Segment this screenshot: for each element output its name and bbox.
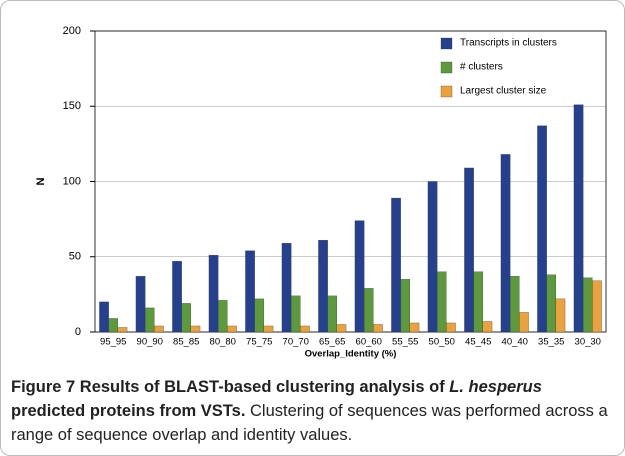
bar	[592, 280, 602, 333]
bar	[117, 327, 128, 333]
bar	[555, 298, 566, 333]
y-axis-label: N	[35, 177, 47, 185]
x-tick-label: 70_70	[283, 337, 309, 348]
x-tick-label: 75_75	[246, 337, 272, 348]
bar	[245, 250, 255, 333]
legend-label: Transcripts in clusters	[460, 38, 557, 49]
bar	[373, 324, 383, 333]
bar	[500, 154, 511, 333]
bar	[519, 312, 529, 333]
bar	[583, 277, 593, 333]
legend-label: Largest cluster size	[460, 86, 547, 97]
bar	[318, 240, 328, 333]
x-axis-label: Overlap_Identity (%)	[305, 349, 397, 360]
x-tick-label: 80_80	[210, 337, 236, 348]
legend-swatch	[440, 85, 453, 98]
bar	[427, 181, 438, 333]
bar	[473, 271, 483, 333]
bar	[172, 261, 182, 333]
x-tick-label: 35_35	[538, 337, 564, 348]
bar	[290, 295, 301, 333]
legend-swatch	[440, 37, 453, 50]
x-tick-label: 95_95	[100, 337, 126, 348]
bar	[391, 197, 401, 333]
bar	[446, 322, 456, 333]
bar	[464, 167, 474, 333]
plot-frame	[94, 30, 607, 333]
bar	[254, 298, 264, 333]
legend-label: # clusters	[460, 62, 503, 73]
legend-swatch	[440, 61, 453, 74]
x-tick-label: 65_65	[319, 337, 345, 348]
x-tick-label: 55_55	[392, 337, 418, 348]
caption-title: Results of BLAST-based clustering analys…	[79, 378, 450, 396]
bar	[217, 300, 228, 333]
bar	[354, 220, 365, 333]
y-tick-label: 0	[75, 326, 81, 338]
bar	[108, 318, 119, 333]
bar	[144, 307, 155, 333]
bar	[573, 104, 584, 333]
bar	[363, 288, 374, 333]
bar	[409, 322, 420, 333]
x-tick-label: 40_40	[502, 337, 528, 348]
x-tick-label: 45_45	[465, 337, 491, 348]
x-tick-label: 50_50	[429, 337, 455, 348]
bar	[537, 125, 547, 333]
caption-species: L. hesperus	[449, 378, 542, 396]
bar	[208, 255, 219, 333]
caption-text: Clustering of sequences was performed ac…	[11, 402, 608, 444]
y-tick-label: 100	[63, 175, 81, 187]
bar	[135, 276, 146, 333]
chart: 0 50 100 150 200 95_95 90_90 85_85 80_80 75_75 70_…	[35, 25, 607, 360]
bar	[300, 325, 310, 333]
bar	[263, 325, 274, 333]
bar	[99, 301, 109, 333]
bar	[190, 325, 201, 333]
bar	[227, 325, 237, 333]
bar	[154, 325, 164, 333]
bar	[482, 321, 493, 333]
bar	[509, 276, 520, 333]
y-tick-label: 150	[63, 100, 81, 112]
bar	[400, 279, 410, 333]
y-tick-label: 200	[63, 25, 81, 37]
x-tick-label: 85_85	[173, 337, 199, 348]
caption-title: predicted proteins from VSTs.	[11, 402, 246, 420]
y-tick-label: 50	[69, 251, 81, 263]
x-tick-label: 90_90	[137, 337, 163, 348]
x-tick-label: 30_30	[575, 337, 601, 348]
bar	[436, 271, 447, 333]
bar	[327, 295, 337, 333]
bar	[281, 243, 292, 333]
x-tick-label: 60_60	[356, 337, 382, 348]
bar	[546, 274, 557, 333]
bar	[181, 303, 191, 333]
caption: Figure 7 Results of BLAST-based clusteri…	[11, 375, 619, 447]
bar	[336, 324, 347, 333]
caption-label: Figure 7	[11, 378, 76, 396]
